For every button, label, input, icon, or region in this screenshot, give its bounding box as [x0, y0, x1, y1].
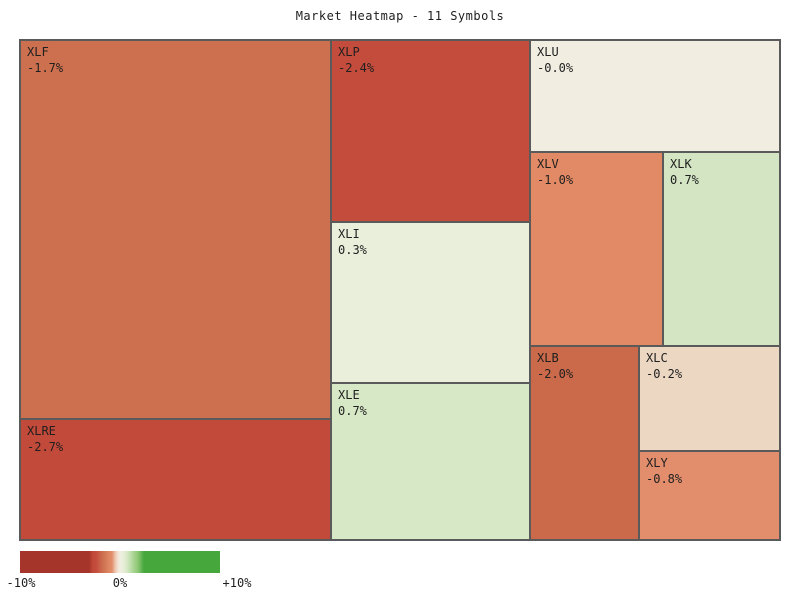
treemap-tile: XLV -1.0%: [530, 152, 663, 346]
tile-change: -0.2%: [646, 367, 683, 381]
treemap-tile: XLY -0.8%: [639, 451, 780, 540]
tile-change: -0.8%: [646, 472, 683, 486]
tile-change: -1.7%: [27, 61, 64, 75]
tile-symbol: XLU: [537, 45, 559, 59]
treemap-tile: XLP -2.4%: [331, 40, 530, 222]
tile-symbol: XLE: [338, 388, 360, 402]
treemap-tile: XLU -0.0%: [530, 40, 780, 152]
tile-symbol: XLV: [537, 157, 559, 171]
color-legend: -10% 0% +10%: [0, 551, 800, 596]
tile-symbol: XLC: [646, 351, 668, 365]
tile-symbol: XLB: [537, 351, 559, 365]
legend-label-mid: 0%: [112, 576, 128, 590]
legend-label-max: +10%: [222, 576, 252, 590]
treemap-tile: XLB -2.0%: [530, 346, 639, 540]
tile-change: 0.3%: [338, 243, 367, 257]
legend-label-min: -10%: [6, 576, 36, 590]
tile-change: 0.7%: [670, 173, 699, 187]
treemap-tile: XLC -0.2%: [639, 346, 780, 451]
treemap-tile: XLE 0.7%: [331, 383, 530, 540]
treemap-tile: XLF -1.7%: [20, 40, 331, 419]
treemap-tile: XLK 0.7%: [663, 152, 780, 346]
treemap: XLF -1.7% XLRE -2.7% XLP -2.4% XLI 0.3% …: [19, 39, 781, 541]
tile-change: -2.7%: [27, 440, 64, 454]
legend-gradient-bar: [20, 551, 220, 573]
tile-change: -2.0%: [537, 367, 574, 381]
treemap-tile: XLI 0.3%: [331, 222, 530, 383]
chart-title: Market Heatmap - 11 Symbols: [295, 9, 505, 23]
tile-symbol: XLY: [646, 456, 668, 470]
treemap-tile: XLRE -2.7%: [20, 419, 331, 540]
tile-change: -0.0%: [537, 61, 574, 75]
tile-change: -2.4%: [338, 61, 375, 75]
tile-symbol: XLRE: [27, 424, 56, 438]
tile-symbol: XLP: [338, 45, 360, 59]
tile-change: -1.0%: [537, 173, 574, 187]
tile-symbol: XLF: [27, 45, 49, 59]
tile-change: 0.7%: [338, 404, 367, 418]
tile-symbol: XLI: [338, 227, 360, 241]
tile-symbol: XLK: [670, 157, 692, 171]
